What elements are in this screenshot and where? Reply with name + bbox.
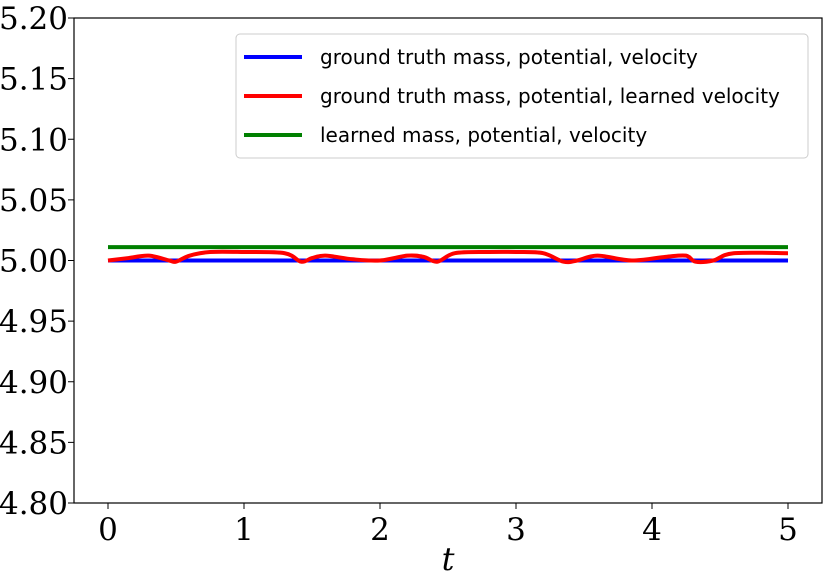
legend-label-learned-all: learned mass, potential, velocity <box>320 123 647 147</box>
x-tick-label: 5 <box>778 512 798 548</box>
x-tick-label: 3 <box>506 512 526 548</box>
x-tick-label: 1 <box>234 512 254 548</box>
y-tick-label: 5.20 <box>0 1 68 37</box>
x-tick-label: 0 <box>98 512 118 548</box>
y-tick-label: 5.10 <box>0 122 68 158</box>
y-tick-label: 4.95 <box>0 304 68 340</box>
x-tick-label: 4 <box>642 512 662 548</box>
series-layer <box>107 245 789 265</box>
legend: ground truth mass, potential, velocity g… <box>235 33 809 159</box>
y-tick-label: 5.15 <box>0 62 68 98</box>
legend-label-learned-velocity: ground truth mass, potential, learned ve… <box>320 84 780 108</box>
legend-box <box>235 33 809 159</box>
y-tick-label: 4.80 <box>0 486 68 522</box>
y-axis-ticks: 4.80 4.85 4.90 4.95 5.00 5.05 5.10 5.15 5.20 <box>0 1 74 522</box>
x-tick-label: 2 <box>370 512 390 548</box>
x-axis-ticks: 0 1 2 3 4 5 <box>98 503 798 548</box>
series-line-1 <box>107 249 789 265</box>
y-tick-label: 4.90 <box>0 365 68 401</box>
y-tick-label: 4.85 <box>0 425 68 461</box>
y-tick-label: 5.00 <box>0 244 68 280</box>
x-axis-label: t <box>442 540 455 578</box>
legend-label-ground-truth: ground truth mass, potential, velocity <box>320 45 698 69</box>
y-tick-label: 5.05 <box>0 183 68 219</box>
